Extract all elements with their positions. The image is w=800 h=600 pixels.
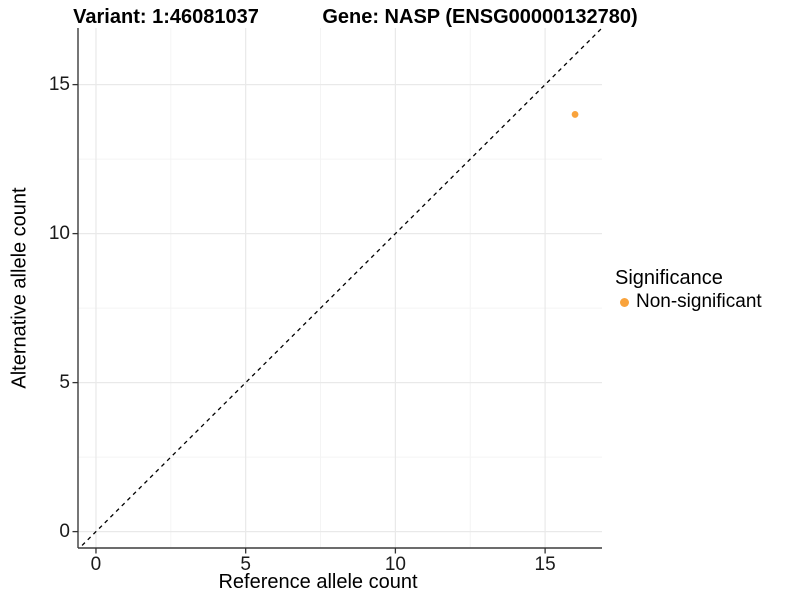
y-tick-label: 5 <box>59 371 70 393</box>
legend-item-label: Non-significant <box>636 291 762 312</box>
y-axis-title: Alternative allele count <box>8 187 31 389</box>
y-tick-label: 15 <box>48 73 70 95</box>
identity-dashed-line <box>78 28 602 548</box>
legend-title: Significance <box>615 267 723 289</box>
x-tick-label: 15 <box>534 554 556 575</box>
x-tick-label: 10 <box>384 554 406 575</box>
x-axis-title: Reference allele count <box>218 571 418 593</box>
plot-title-gene: Gene: NASP (ENSG00000132780) <box>322 6 638 28</box>
data-point <box>571 111 579 118</box>
legend-items: Non-significant <box>615 291 762 313</box>
x-tick-label: 5 <box>240 554 251 575</box>
x-tick-label: 0 <box>90 554 102 575</box>
legend: Significance Non-significant <box>615 266 762 313</box>
legend-point-icon <box>620 297 629 307</box>
legend-item: Non-significant <box>615 291 762 313</box>
y-tick-label: 10 <box>48 222 70 244</box>
plot-title-variant: Variant: 1:46081037 <box>73 6 259 28</box>
y-tick-label: 0 <box>59 520 70 542</box>
